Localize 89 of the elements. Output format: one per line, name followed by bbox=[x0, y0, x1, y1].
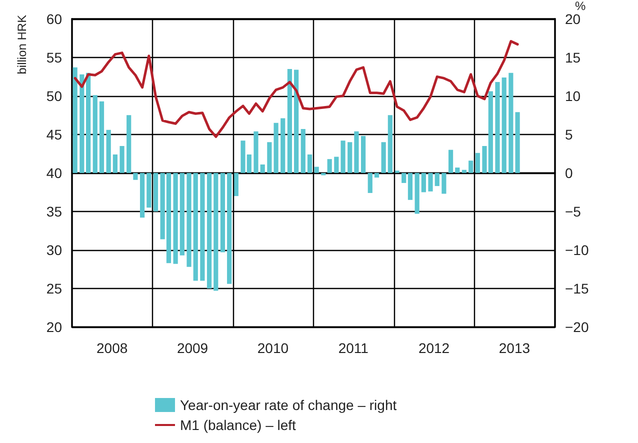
bar bbox=[495, 82, 500, 173]
bar bbox=[321, 172, 326, 176]
bar bbox=[381, 142, 386, 173]
bar bbox=[428, 172, 433, 192]
y2-tick-label: −5 bbox=[565, 203, 582, 220]
bar bbox=[314, 166, 319, 173]
bar bbox=[374, 172, 380, 178]
bar bbox=[388, 115, 392, 173]
bar bbox=[234, 172, 238, 196]
y2-axis-title: % bbox=[575, 0, 586, 13]
y2-tick-label: 5 bbox=[565, 126, 573, 142]
bar bbox=[260, 164, 265, 173]
y-tick-label: 40 bbox=[46, 164, 62, 181]
bar bbox=[274, 122, 278, 173]
bar bbox=[340, 140, 346, 173]
bar bbox=[186, 172, 192, 267]
line-series bbox=[74, 40, 519, 138]
bar bbox=[434, 172, 440, 186]
bar bbox=[327, 159, 332, 173]
bar bbox=[515, 112, 520, 173]
bar bbox=[294, 70, 299, 173]
bar bbox=[86, 72, 91, 173]
bar bbox=[106, 130, 111, 173]
bar bbox=[462, 170, 467, 173]
y2-tick-label: −10 bbox=[565, 242, 589, 258]
y-tick-label: 60 bbox=[46, 10, 62, 27]
bar bbox=[220, 172, 226, 252]
bar bbox=[455, 168, 460, 173]
bar bbox=[140, 172, 145, 218]
bar bbox=[354, 131, 359, 173]
y2-tick-label: 20 bbox=[565, 10, 581, 27]
y-tick-label: 35 bbox=[46, 203, 62, 220]
y2-tick-label: −20 bbox=[565, 319, 589, 335]
bar bbox=[408, 172, 413, 200]
bar bbox=[414, 172, 420, 214]
y-tick-label: 30 bbox=[46, 242, 62, 258]
bar bbox=[227, 172, 232, 284]
x-tick-label: 2008 bbox=[96, 340, 128, 356]
x-tick-label: 2013 bbox=[498, 340, 530, 356]
bar bbox=[300, 129, 306, 173]
bar bbox=[421, 172, 426, 192]
bar bbox=[133, 172, 138, 180]
bar bbox=[99, 101, 104, 173]
bar bbox=[254, 131, 258, 173]
x-tick-label: 2010 bbox=[257, 340, 289, 356]
bar bbox=[280, 118, 286, 173]
bar bbox=[126, 115, 132, 173]
bar bbox=[92, 95, 98, 173]
y-tick-label: 20 bbox=[46, 319, 62, 335]
y2-tick-label: −15 bbox=[565, 280, 589, 296]
x-tick-label: 2009 bbox=[176, 340, 208, 356]
bar bbox=[193, 172, 198, 281]
legend-label: M1 (balance) – left bbox=[180, 417, 296, 433]
bar bbox=[361, 136, 366, 173]
bar bbox=[206, 172, 212, 288]
bar bbox=[80, 74, 84, 173]
x-tick-label: 2011 bbox=[338, 340, 369, 356]
y2-tick-label: 0 bbox=[565, 164, 573, 181]
bar bbox=[334, 156, 339, 173]
bar bbox=[468, 160, 474, 173]
bar bbox=[448, 150, 454, 173]
bar bbox=[200, 172, 205, 281]
bar bbox=[442, 172, 446, 194]
bar bbox=[267, 142, 272, 173]
bar bbox=[120, 146, 124, 173]
bar bbox=[214, 172, 218, 291]
y2-tick-label: 15 bbox=[565, 49, 581, 66]
bar bbox=[153, 172, 158, 212]
y2-tick-label: 10 bbox=[565, 88, 581, 104]
bar bbox=[146, 172, 152, 208]
bar bbox=[508, 72, 514, 173]
x-tick-label: 2012 bbox=[418, 340, 450, 356]
bar bbox=[180, 172, 184, 256]
y-tick-label: 50 bbox=[46, 88, 62, 104]
bar bbox=[402, 172, 406, 183]
bar bbox=[72, 67, 78, 173]
bar bbox=[173, 172, 178, 264]
bar bbox=[475, 152, 480, 173]
y-axis-title: billion HRK bbox=[15, 14, 29, 74]
bar bbox=[112, 154, 118, 173]
bar bbox=[502, 77, 506, 173]
bar bbox=[348, 142, 352, 173]
legend-label: Year-on-year rate of change – right bbox=[180, 397, 397, 413]
y-tick-label: 45 bbox=[46, 126, 62, 142]
bar bbox=[307, 154, 312, 173]
y-tick-label: 55 bbox=[46, 49, 62, 66]
bar bbox=[287, 68, 292, 173]
y-tick-label: 25 bbox=[46, 280, 62, 296]
bar bbox=[368, 172, 372, 193]
